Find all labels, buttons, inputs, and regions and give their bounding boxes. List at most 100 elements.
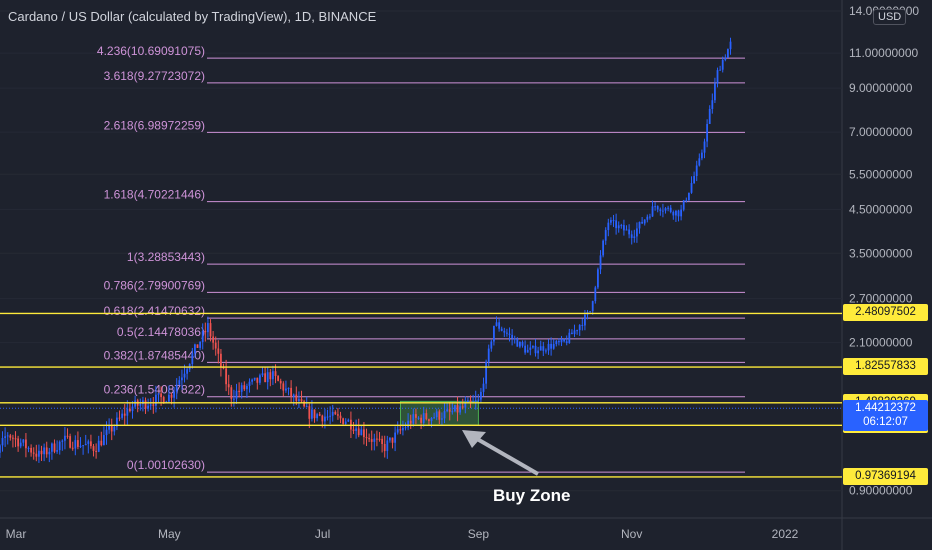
candle-body	[212, 336, 215, 343]
candle-body	[79, 445, 82, 447]
y-tick-label: 5.50000000	[849, 167, 913, 181]
candle-body	[222, 367, 225, 369]
y-tick-label: 9.00000000	[849, 81, 913, 95]
candle-body	[87, 441, 90, 444]
candle-body	[266, 372, 269, 383]
candle-body	[77, 440, 79, 447]
candle-body	[74, 440, 77, 449]
candle-body	[175, 384, 178, 392]
candle-body	[121, 413, 124, 418]
candle-body	[118, 417, 121, 419]
candle-body	[82, 445, 85, 447]
y-tick-label: 0.90000000	[849, 484, 913, 498]
x-tick-label: 2022	[772, 527, 799, 541]
candle-body	[66, 435, 69, 437]
candle-body	[524, 345, 527, 353]
candle-body	[581, 324, 584, 326]
candle-body	[620, 225, 623, 227]
candle-body	[420, 417, 423, 423]
candle-body	[84, 443, 87, 446]
fib-level-label: 0.236(1.54087822)	[104, 383, 205, 397]
candle-body	[664, 208, 667, 211]
candle-body	[269, 372, 272, 380]
candle-body	[456, 405, 459, 413]
candle-body	[591, 301, 594, 312]
fib-level-label: 1.618(4.70221446)	[104, 188, 205, 202]
y-tick-label: 2.10000000	[849, 336, 913, 350]
candle-body	[487, 348, 490, 362]
candle-body	[373, 438, 376, 442]
candle-body	[677, 210, 680, 217]
candle-body	[25, 439, 27, 449]
candle-body	[503, 330, 506, 333]
candle-body	[238, 390, 241, 392]
candle-body	[370, 439, 373, 442]
fib-level-label: 0.382(1.87485440)	[104, 348, 205, 362]
candle-body	[64, 435, 66, 441]
candle-body	[425, 413, 428, 420]
candle-body	[542, 346, 545, 351]
candle-body	[45, 447, 48, 455]
candle-body	[693, 176, 696, 184]
candle-body	[295, 394, 298, 401]
bar-countdown: 06:12:07	[863, 416, 908, 429]
candle-body	[253, 377, 256, 380]
candle-body	[305, 406, 308, 408]
candle-body	[490, 341, 493, 349]
candle-body	[630, 234, 633, 238]
candle-body	[0, 445, 1, 453]
candle-body	[633, 236, 636, 238]
candle-body	[95, 450, 98, 452]
candle-body	[191, 353, 194, 364]
candle-body	[532, 345, 534, 348]
candle-body	[680, 209, 683, 217]
candle-body	[435, 411, 438, 418]
candle-body	[602, 240, 605, 256]
candle-body	[116, 417, 118, 427]
candle-body	[675, 210, 677, 216]
candle-body	[672, 211, 675, 216]
fib-level-label: 3.618(9.27723072)	[104, 69, 205, 83]
candle-body	[355, 428, 358, 431]
candle-body	[300, 399, 303, 402]
candle-body	[92, 446, 95, 451]
candle-body	[568, 332, 571, 343]
candle-body	[168, 394, 170, 402]
x-tick-label: Nov	[621, 527, 642, 541]
candle-body	[318, 414, 321, 416]
candle-body	[220, 353, 222, 368]
candle-body	[438, 411, 441, 420]
candle-body	[347, 419, 350, 422]
candle-body	[38, 450, 40, 457]
candle-body	[565, 341, 568, 343]
candle-body	[651, 206, 654, 217]
candle-body	[584, 314, 586, 326]
candle-body	[545, 350, 547, 352]
candle-body	[108, 425, 111, 430]
candle-body	[688, 192, 690, 201]
candle-body	[594, 287, 597, 302]
candle-body	[498, 322, 501, 329]
candle-body	[243, 385, 246, 390]
currency-selector[interactable]: USD	[873, 9, 907, 25]
candle-body	[383, 443, 386, 452]
current-price-value: 1.44212372	[855, 402, 916, 415]
candle-body	[331, 411, 334, 416]
candle-body	[131, 406, 134, 412]
candle-body	[443, 411, 446, 419]
candle-body	[409, 420, 412, 424]
candle-body	[656, 206, 659, 210]
x-tick-label: Mar	[6, 527, 27, 541]
candle-body	[97, 440, 100, 452]
candle-body	[217, 348, 220, 354]
candle-body	[381, 438, 384, 444]
candle-body	[157, 393, 160, 395]
candle-body	[534, 345, 537, 354]
candle-body	[714, 83, 716, 101]
candle-body	[467, 400, 469, 404]
candle-body	[51, 443, 53, 452]
candle-body	[311, 409, 313, 419]
fib-level-label: 4.236(10.69091075)	[97, 44, 205, 58]
candle-body	[233, 398, 235, 400]
